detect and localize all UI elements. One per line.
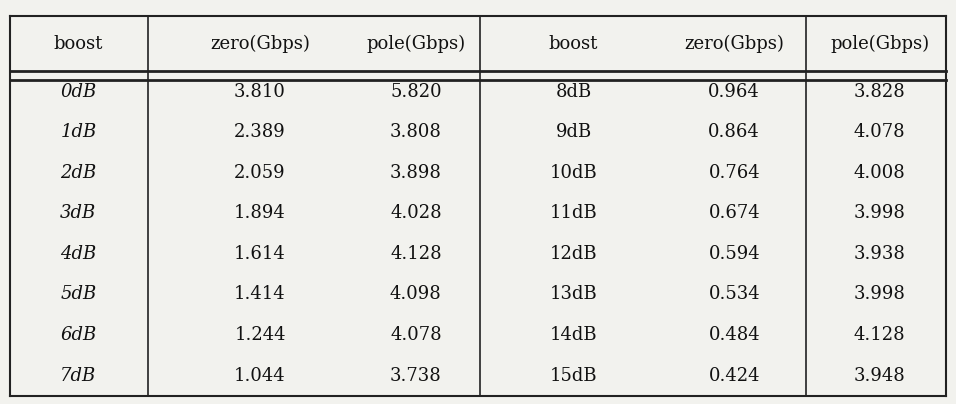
Text: pole(Gbps): pole(Gbps) xyxy=(830,35,929,53)
Text: zero(Gbps): zero(Gbps) xyxy=(210,35,310,53)
Text: 1.244: 1.244 xyxy=(234,326,286,344)
Text: 1.044: 1.044 xyxy=(234,366,286,385)
Text: 4dB: 4dB xyxy=(60,245,97,263)
Text: 0dB: 0dB xyxy=(60,82,97,101)
Text: 0.534: 0.534 xyxy=(708,286,760,303)
Text: 7dB: 7dB xyxy=(60,366,97,385)
Text: 3.998: 3.998 xyxy=(854,286,905,303)
Text: boost: boost xyxy=(549,35,598,53)
Text: 4.078: 4.078 xyxy=(854,123,905,141)
Text: 11dB: 11dB xyxy=(550,204,598,222)
Text: 5dB: 5dB xyxy=(60,286,97,303)
Text: 2.389: 2.389 xyxy=(234,123,286,141)
Text: 5.820: 5.820 xyxy=(390,82,442,101)
Text: 12dB: 12dB xyxy=(550,245,598,263)
Text: 10dB: 10dB xyxy=(550,164,598,182)
Text: 4.028: 4.028 xyxy=(390,204,442,222)
Text: zero(Gbps): zero(Gbps) xyxy=(684,35,784,53)
Text: 0.864: 0.864 xyxy=(708,123,760,141)
Text: 15dB: 15dB xyxy=(550,366,598,385)
Text: 0.424: 0.424 xyxy=(708,366,760,385)
Text: 1dB: 1dB xyxy=(60,123,97,141)
Text: 2dB: 2dB xyxy=(60,164,97,182)
Text: 3.738: 3.738 xyxy=(390,366,442,385)
Text: 0.674: 0.674 xyxy=(708,204,760,222)
Text: 3dB: 3dB xyxy=(60,204,97,222)
Text: 4.128: 4.128 xyxy=(854,326,905,344)
Text: 1.894: 1.894 xyxy=(234,204,286,222)
Text: 1.414: 1.414 xyxy=(234,286,286,303)
Text: 4.078: 4.078 xyxy=(390,326,442,344)
Text: 4.098: 4.098 xyxy=(390,286,442,303)
Text: 4.008: 4.008 xyxy=(854,164,905,182)
Text: 0.594: 0.594 xyxy=(708,245,760,263)
Text: 13dB: 13dB xyxy=(550,286,598,303)
Text: 1.614: 1.614 xyxy=(234,245,286,263)
Text: 3.998: 3.998 xyxy=(854,204,905,222)
Text: 4.128: 4.128 xyxy=(390,245,442,263)
Text: 3.898: 3.898 xyxy=(390,164,442,182)
Text: 0.484: 0.484 xyxy=(708,326,760,344)
Text: 14dB: 14dB xyxy=(550,326,598,344)
Text: pole(Gbps): pole(Gbps) xyxy=(366,35,466,53)
Text: 9dB: 9dB xyxy=(555,123,592,141)
Text: 3.808: 3.808 xyxy=(390,123,442,141)
Text: boost: boost xyxy=(54,35,103,53)
Text: 6dB: 6dB xyxy=(60,326,97,344)
Text: 0.964: 0.964 xyxy=(708,82,760,101)
Text: 0.764: 0.764 xyxy=(708,164,760,182)
Text: 8dB: 8dB xyxy=(555,82,592,101)
Text: 3.938: 3.938 xyxy=(854,245,905,263)
Text: 3.810: 3.810 xyxy=(234,82,286,101)
Text: 3.828: 3.828 xyxy=(854,82,905,101)
Text: 3.948: 3.948 xyxy=(854,366,905,385)
Text: 2.059: 2.059 xyxy=(234,164,286,182)
